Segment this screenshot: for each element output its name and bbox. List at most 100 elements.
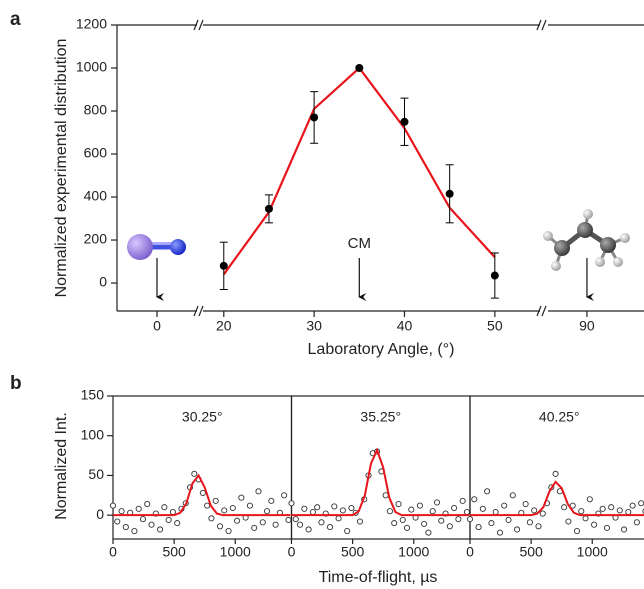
fit-line: [113, 473, 291, 517]
y-tick-label: 50: [88, 466, 104, 482]
x-tick-label: 1000: [577, 544, 608, 560]
data-point: [438, 517, 445, 524]
data-point: [331, 503, 338, 510]
data-point: [114, 518, 121, 525]
data-point: [535, 523, 542, 530]
data-point: [445, 189, 454, 198]
data-point: [174, 520, 181, 527]
y-tick-label: 400: [84, 188, 108, 204]
data-point: [395, 500, 402, 508]
data-point: [238, 494, 245, 501]
data-point: [314, 504, 321, 511]
data-point: [285, 516, 292, 523]
x-tick-label: 0: [466, 544, 474, 560]
data-point: [297, 521, 304, 528]
x-tick-label: 500: [162, 544, 186, 560]
data-point: [309, 508, 316, 516]
x-tick-label: 500: [519, 544, 543, 560]
data-point: [199, 489, 206, 496]
data-point: [263, 508, 271, 515]
data-point: [625, 508, 632, 516]
axis-break: [536, 305, 542, 317]
data-point: [122, 524, 129, 531]
subplot-label: 35.25°: [360, 409, 401, 425]
data-point: [391, 520, 398, 527]
data-point: [552, 470, 559, 477]
data-point: [399, 516, 406, 523]
data-point: [582, 515, 589, 522]
data-point: [505, 516, 512, 523]
data-point: [281, 492, 288, 499]
y-tick-label: 200: [84, 231, 108, 247]
data-point: [539, 510, 546, 517]
data-point: [501, 502, 508, 509]
data-point: [135, 505, 142, 512]
data-point: [471, 496, 478, 503]
data-point: [355, 64, 364, 73]
data-point: [212, 497, 219, 504]
data-point: [620, 526, 628, 533]
data-point: [109, 502, 117, 509]
data-point: [463, 508, 470, 516]
data-point: [148, 521, 155, 528]
data-point: [475, 524, 482, 531]
axis-break: [541, 305, 547, 317]
data-point: [608, 504, 615, 511]
data-point: [446, 523, 453, 530]
subplot-label: 40.25°: [539, 409, 580, 425]
x-axis-label: Time-of-flight, µs: [319, 569, 438, 586]
data-point: [131, 528, 138, 535]
data-point: [488, 520, 495, 527]
data-point: [268, 497, 275, 504]
data-point: [272, 521, 279, 528]
subplot-frame: [469, 395, 644, 540]
data-point: [492, 508, 499, 516]
axis-break: [198, 19, 204, 31]
data-point: [599, 505, 606, 512]
data-point: [310, 113, 319, 122]
data-point: [251, 524, 258, 531]
data-point: [139, 516, 147, 523]
subplot-label: 30.25°: [182, 409, 223, 425]
data-point: [514, 526, 521, 533]
x-axis-label: Laboratory Angle, (°): [308, 341, 455, 358]
data-point: [339, 507, 346, 514]
y-tick-label: 1200: [76, 16, 107, 32]
data-point: [344, 528, 351, 535]
data-point: [496, 529, 504, 536]
data-point: [526, 519, 533, 526]
y-tick-label: 0: [96, 506, 104, 522]
data-point: [531, 507, 538, 514]
data-point: [157, 526, 164, 533]
data-point: [208, 515, 215, 522]
data-point: [144, 500, 151, 508]
data-point: [400, 117, 409, 126]
data-point: [403, 524, 411, 531]
data-point: [429, 508, 436, 515]
x-tick-label: 0: [109, 544, 117, 560]
panel-label: b: [10, 373, 22, 394]
data-point: [169, 508, 176, 516]
data-point: [421, 520, 428, 527]
data-point: [246, 502, 253, 509]
data-point: [229, 504, 236, 512]
x-tick-label: 20: [216, 318, 232, 334]
axis-break: [536, 19, 542, 31]
fit-line: [470, 480, 644, 517]
data-point: [479, 505, 486, 512]
data-point: [305, 526, 312, 533]
data-point: [466, 516, 474, 523]
axis-break: [193, 305, 199, 317]
data-point: [408, 506, 415, 513]
data-point: [522, 500, 529, 508]
data-point: [204, 502, 211, 509]
panel-label: a: [10, 9, 21, 30]
data-point: [165, 516, 172, 523]
data-point: [348, 504, 355, 512]
data-point: [221, 507, 228, 514]
data-point: [573, 528, 581, 535]
data-point: [561, 504, 568, 511]
x-tick-label: 0: [153, 318, 161, 334]
x-tick-label: 1000: [220, 544, 251, 560]
